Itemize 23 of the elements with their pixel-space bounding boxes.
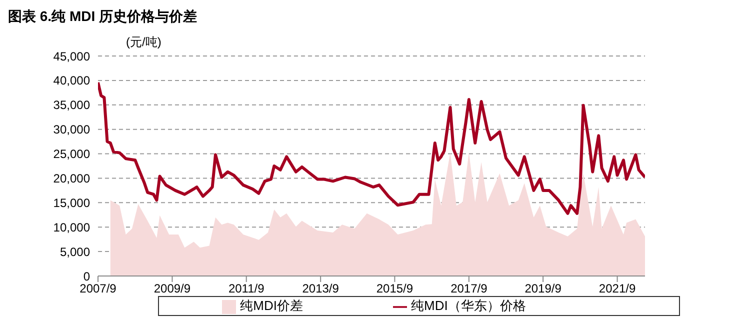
x-tick-label: 2019/9 [524,282,562,296]
x-tick-label: 2011/9 [228,282,265,296]
y-tick-label: 15,000 [53,196,90,210]
x-tick-label: 2007/9 [80,282,117,296]
y-tick-label: 40,000 [53,74,90,88]
y-tick-label: 45,000 [53,49,90,64]
y-tick-label: 0 [83,269,90,284]
line-series [98,80,645,215]
x-tick-label: 2009/9 [154,282,191,296]
x-tick-label: 2021/9 [598,282,636,296]
y-tick-label: 10,000 [53,220,90,234]
y-tick-label: 5,000 [60,244,90,259]
y-tick-label: 35,000 [53,98,90,112]
x-tick-label: 2013/9 [302,282,340,296]
y-axis-title: (元/吨) [126,34,162,51]
legend-label: 纯MDI价差 [240,298,303,313]
x-tick-label: 2017/9 [450,282,488,296]
y-tick-label: 20,000 [53,171,90,186]
y-tick-label: 25,000 [53,147,90,162]
x-tick-label: 2015/9 [376,282,414,296]
legend-label: 纯MDI（华东）价格 [411,298,526,313]
chart-title: 图表 6.纯 MDI 历史价格与价差 [8,8,198,26]
y-tick-label: 30,000 [53,122,90,137]
